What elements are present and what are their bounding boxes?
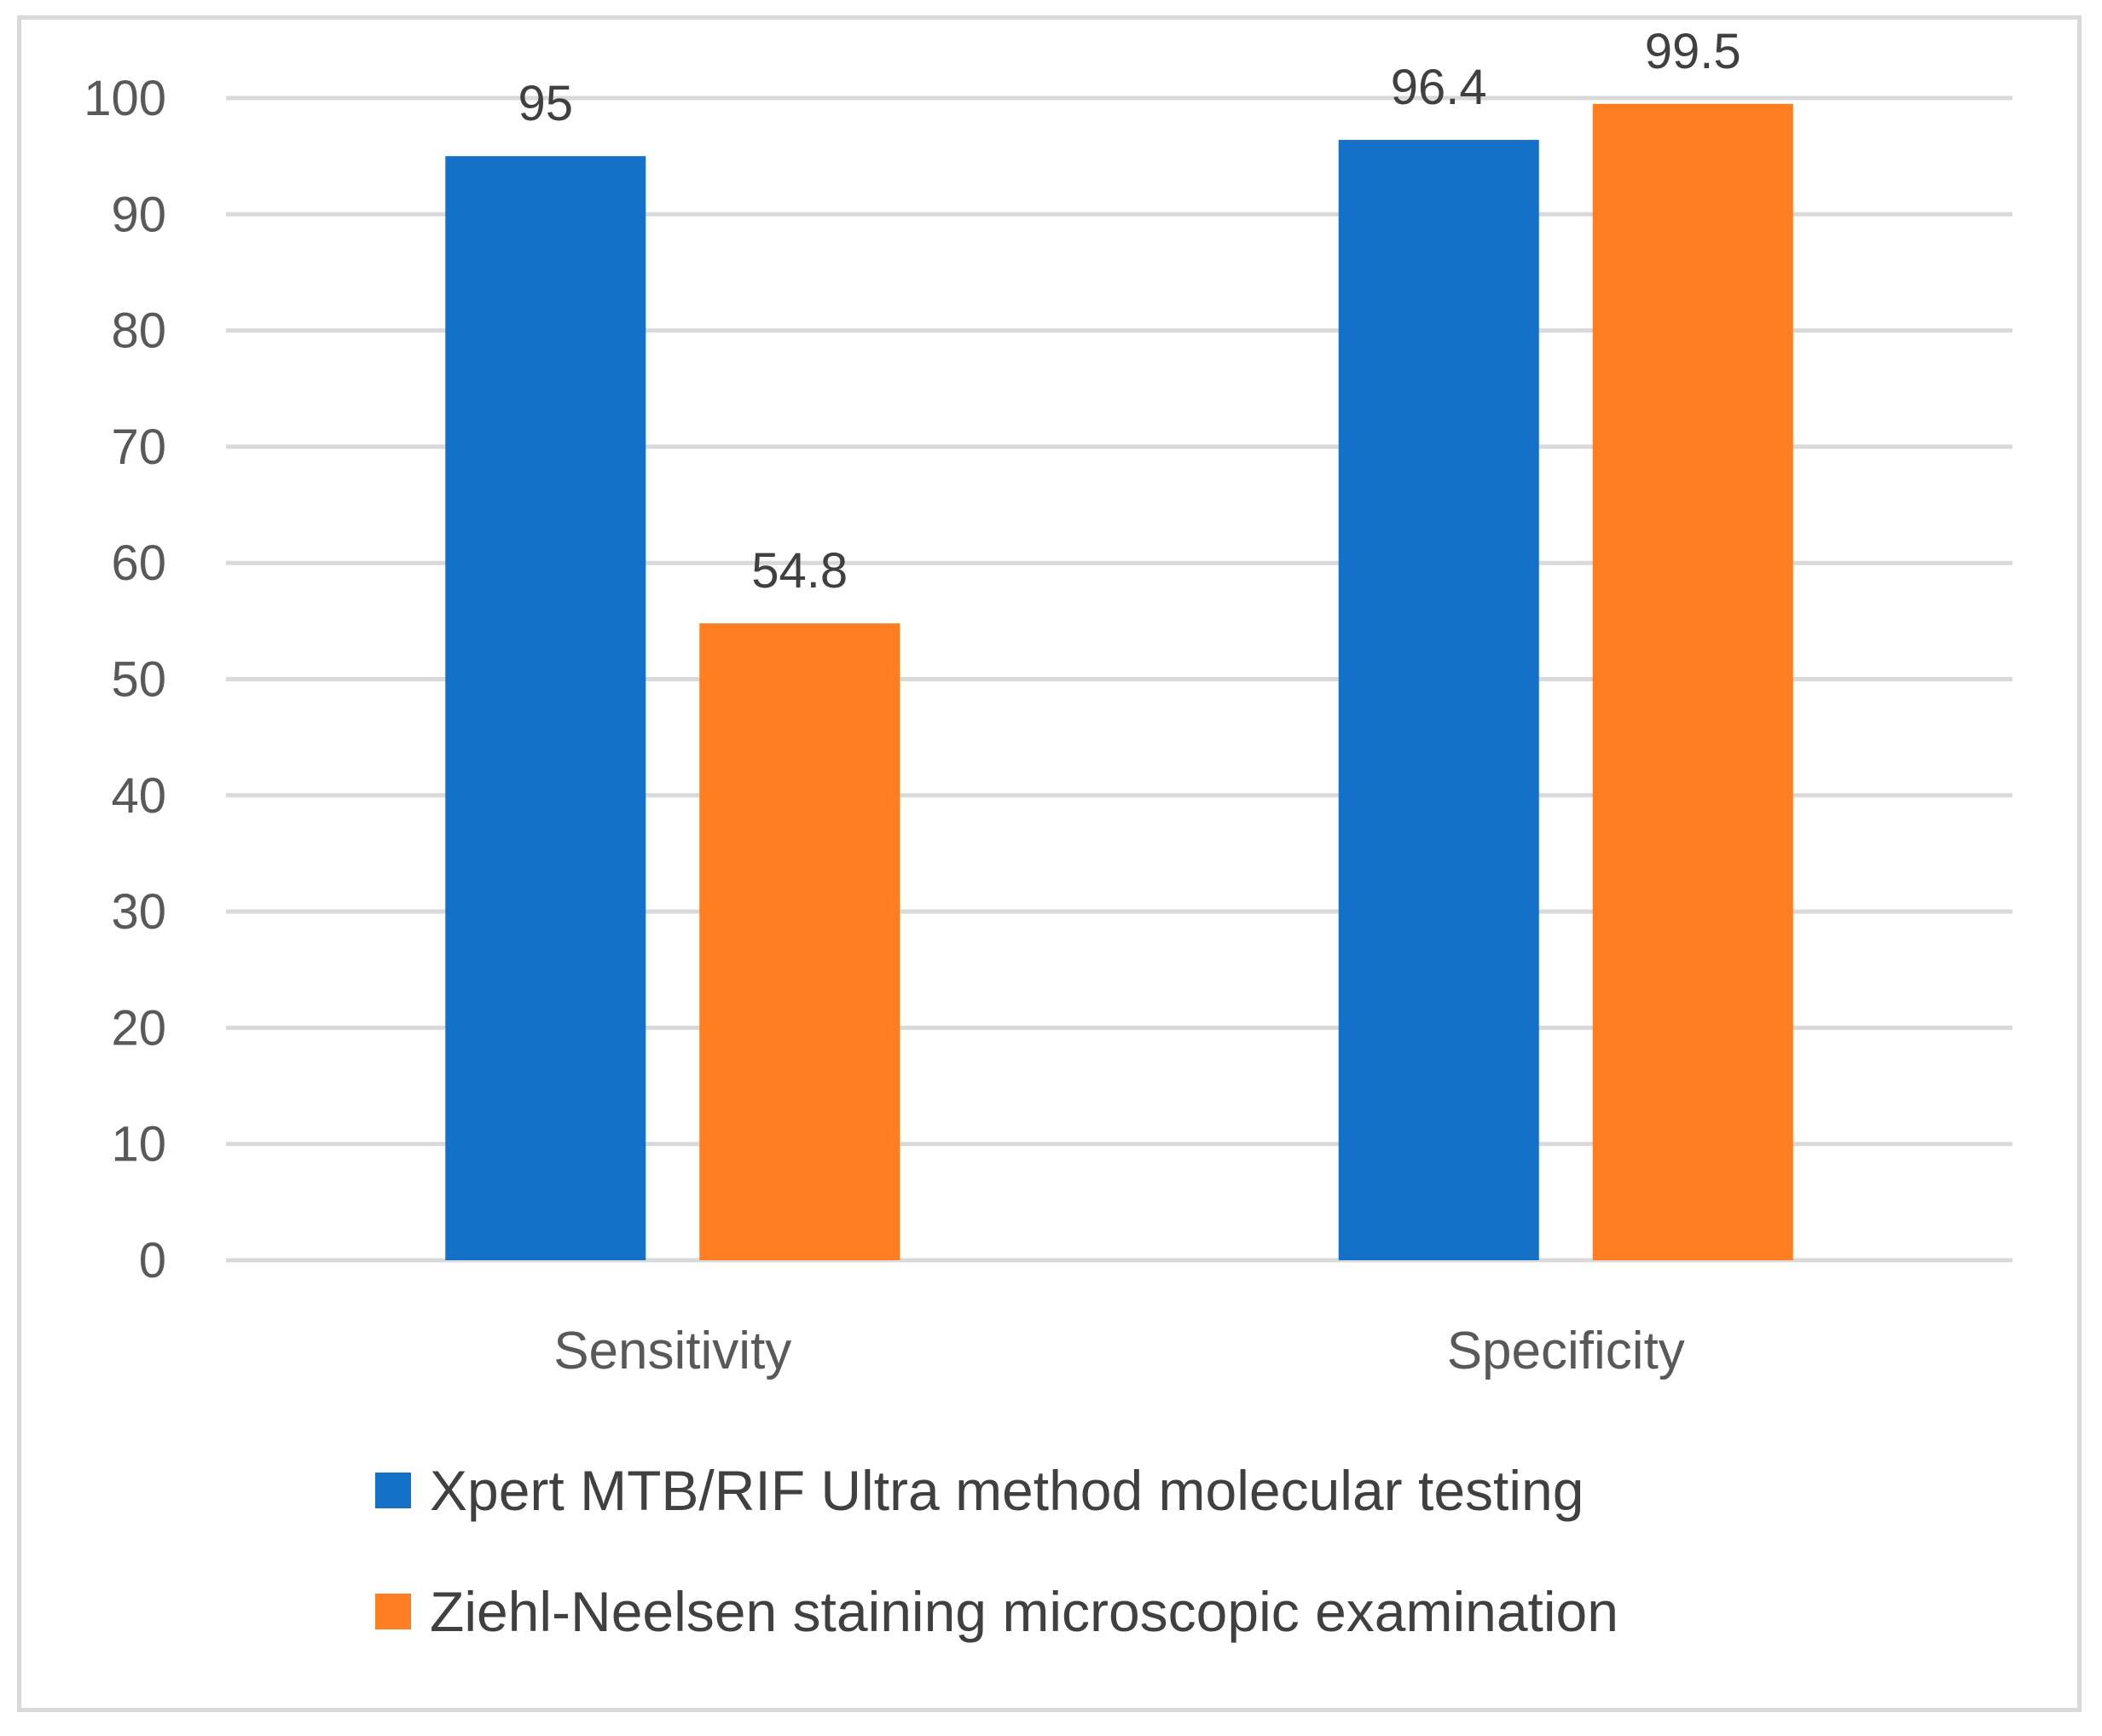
legend-label-xpert: Xpert MTB/RIF Ultra method molecular tes… bbox=[430, 1459, 1584, 1522]
category-label-specificity: Specificity bbox=[1447, 1322, 1685, 1380]
y-tick-label-10: 10 bbox=[111, 1117, 166, 1172]
y-tick-label-20: 20 bbox=[111, 1000, 166, 1056]
legend-swatch-ziehl-neelsen bbox=[375, 1594, 411, 1629]
y-tick-label-80: 80 bbox=[111, 304, 166, 359]
x-axis-category-labels: Sensitivity Specificity bbox=[553, 1322, 1685, 1380]
data-label-sensitivity-series-0: 95 bbox=[518, 76, 573, 131]
y-tick-label-0: 0 bbox=[139, 1233, 166, 1288]
bar-specificity-series-0 bbox=[1338, 140, 1539, 1260]
data-label-specificity-series-0: 96.4 bbox=[1391, 60, 1487, 115]
legend-item-xpert: Xpert MTB/RIF Ultra method molecular tes… bbox=[375, 1450, 1910, 1531]
y-tick-label-30: 30 bbox=[111, 884, 166, 940]
y-tick-label-50: 50 bbox=[111, 652, 166, 708]
legend: Xpert MTB/RIF Ultra method molecular tes… bbox=[375, 1450, 1910, 1692]
data-labels: 95 54.8 96.4 99.5 bbox=[518, 24, 1740, 599]
bar-specificity-series-1 bbox=[1592, 103, 1793, 1261]
bar-sensitivity-series-0 bbox=[445, 156, 646, 1260]
y-axis-tick-labels: 0 10 20 30 40 50 60 70 80 90 100 bbox=[84, 71, 166, 1288]
y-tick-label-60: 60 bbox=[111, 535, 166, 591]
legend-label-ziehl-neelsen: Ziehl-Neelsen staining microscopic exami… bbox=[430, 1580, 1618, 1643]
bar-sensitivity-series-1 bbox=[699, 623, 900, 1260]
y-tick-label-70: 70 bbox=[111, 420, 166, 475]
bars bbox=[445, 103, 1793, 1261]
y-tick-label-40: 40 bbox=[111, 768, 166, 824]
y-tick-label-100: 100 bbox=[84, 71, 166, 126]
y-tick-label-90: 90 bbox=[111, 187, 166, 242]
legend-item-ziehl-neelsen: Ziehl-Neelsen staining microscopic exami… bbox=[375, 1571, 1910, 1652]
legend-swatch-xpert bbox=[375, 1473, 411, 1508]
data-label-sensitivity-series-1: 54.8 bbox=[751, 543, 848, 599]
bar-chart: 0 10 20 30 40 50 60 70 80 90 100 95 54.8 96.4 99.5 Se… bbox=[84, 24, 2012, 1380]
data-label-specificity-series-1: 99.5 bbox=[1645, 24, 1741, 79]
category-label-sensitivity: Sensitivity bbox=[553, 1322, 791, 1380]
